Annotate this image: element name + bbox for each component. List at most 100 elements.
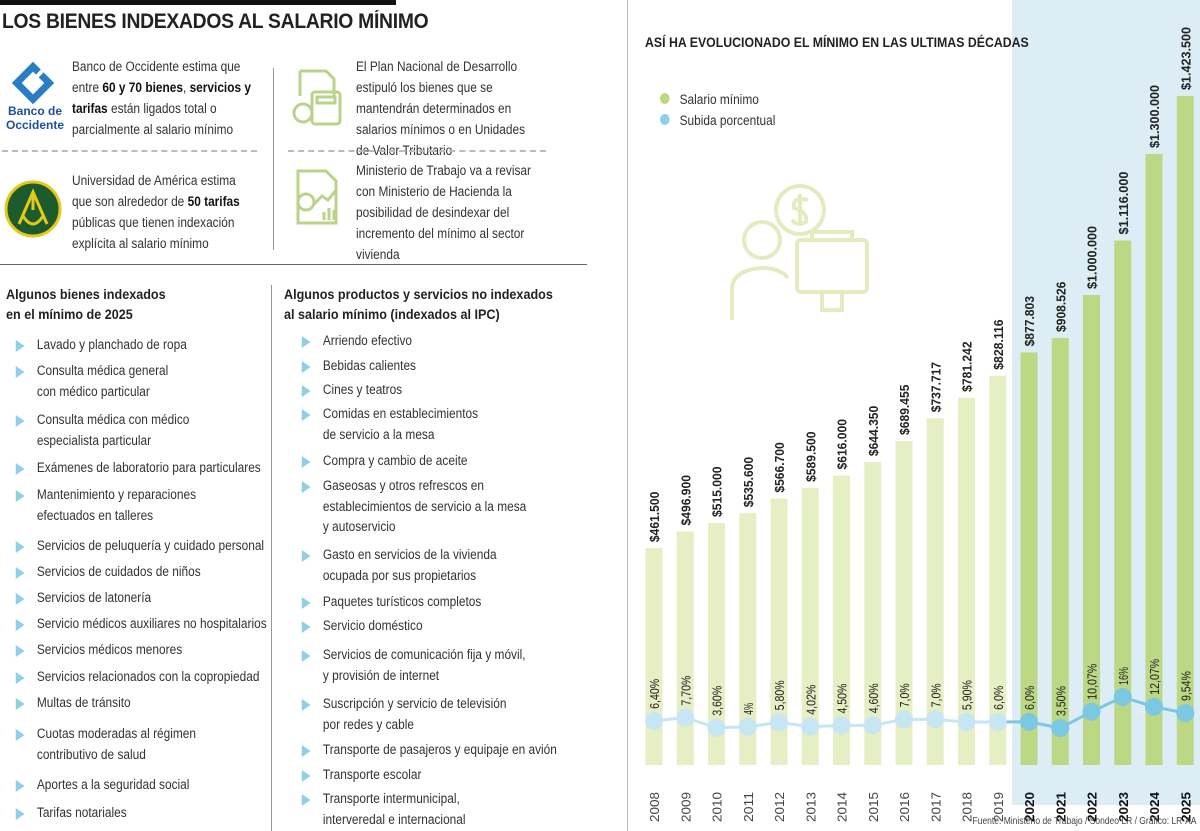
bar-2016	[895, 440, 913, 765]
list-item-text: de servicio a la mesa	[322, 426, 435, 442]
year-tick-label: 2016	[897, 792, 912, 822]
percent-label: 5,90%	[960, 680, 975, 710]
percent-point-2010	[707, 718, 726, 737]
bar-2011	[739, 513, 757, 765]
percent-point-2016	[895, 710, 913, 729]
list-item-text: Consulta médica general	[36, 363, 169, 378]
list-item-text: interveredal e internacional	[322, 811, 466, 827]
percent-label: 6,0%	[1022, 685, 1037, 709]
list-item: Servicios relacionados con la copropieda…	[14, 667, 259, 688]
legend-swatch-salario	[660, 93, 670, 104]
list-item: Servicios médicos menores	[14, 640, 182, 661]
list-item-text: Multas de tránsito	[36, 695, 131, 710]
year-tick-label: 2010	[710, 792, 725, 822]
page-title: LOS BIENES INDEXADOS AL SALARIO MÍNIMO	[2, 10, 429, 33]
list-item: Servicio médicos auxiliares no hospitala…	[14, 614, 267, 635]
bar-2012	[770, 498, 788, 765]
percent-label: 4,02%	[803, 684, 818, 714]
list-item-text: Exámenes de laboratorio para particulare…	[36, 460, 261, 475]
list-item-text: Lavado y planchado de ropa	[36, 337, 187, 352]
note-banco-occidente: Banco de Occidente estima que entre 60 y…	[72, 59, 252, 137]
list-item: Servicio doméstico	[300, 616, 423, 637]
list-item-text: Servicio médicos auxiliares no hospitala…	[36, 616, 267, 631]
year-tick-label: 2015	[866, 792, 881, 822]
banco-occidente-logo-text: Banco de Occidente	[5, 104, 65, 132]
column-divider	[273, 68, 274, 250]
list-item-text: Arriendo efectivo	[322, 333, 413, 348]
bar-2022	[1083, 295, 1100, 765]
percent-label: 3,50%	[1053, 686, 1068, 716]
list-item-text: con médico particular	[36, 383, 150, 399]
bar-value-label: $737.717	[928, 362, 943, 412]
bar-value-label: $689.455	[897, 385, 912, 435]
year-tick-label: 2019	[991, 792, 1006, 822]
year-tick-label: 2024	[1147, 791, 1162, 822]
list-item: Cuotas moderadas al régimen contributivo …	[14, 724, 196, 765]
percent-point-2020	[1020, 712, 1038, 731]
list-item: Cines y teatros	[300, 380, 402, 401]
percent-point-2022	[1082, 702, 1101, 721]
bar-value-label: $1.300.000	[1147, 85, 1162, 148]
universidad-america-logo-icon	[4, 180, 62, 238]
percent-point-2014	[832, 716, 851, 735]
legend-subida: Subida porcentual	[660, 113, 775, 128]
list-item-text: Consulta médica con médico	[36, 412, 190, 427]
list-item: Transporte de pasajeros y equipaje en av…	[300, 740, 557, 761]
bar-2008	[645, 548, 663, 765]
list-item-text: establecimientos de servicio a la mesa	[322, 498, 527, 514]
note-universidad-america: Universidad de América estima que son al…	[72, 173, 240, 251]
bar-2021	[1051, 337, 1069, 765]
list-item-text: Servicios médicos menores	[36, 642, 183, 657]
list-item-text: Servicios de latonería	[36, 590, 152, 605]
percent-point-2018	[957, 713, 976, 732]
chart-source: Fuente: Ministerio de Trabajo / Sondeo L…	[972, 816, 1196, 827]
bar-value-label: $496.900	[678, 475, 693, 525]
list-item-text: y autoservicio	[322, 519, 396, 534]
percent-label: 12,07%	[1147, 658, 1162, 694]
percent-label: 6,40%	[647, 678, 662, 708]
list-item: Aportes a la seguridad social	[14, 775, 189, 796]
year-tick-label: 2020	[1022, 792, 1037, 822]
list-item-text: Transporte escolar	[322, 767, 422, 782]
list-item-text: Mantenimiento y reparaciones	[36, 487, 197, 502]
percent-point-2008	[645, 711, 663, 730]
indexed-heading: Algunos bienes indexados en el mínimo de …	[6, 286, 166, 322]
list-item: Consulta médica general con médico partic…	[14, 361, 168, 402]
percent-label: 5,80%	[772, 680, 787, 710]
year-tick-label: 2011	[741, 792, 756, 822]
banco-occidente-logo-icon	[11, 61, 55, 105]
bar-2010	[708, 522, 725, 765]
percent-point-2015	[863, 716, 882, 735]
list-item-text: Compra y cambio de aceite	[322, 453, 468, 468]
list-item-text: Servicios relacionados con la copropieda…	[36, 669, 260, 684]
list-item: Suscripción y servicio de televisión por …	[300, 694, 506, 735]
list-item-text: Cines y teatros	[322, 382, 403, 397]
dashed-divider	[2, 150, 257, 152]
bar-2020	[1020, 352, 1038, 765]
year-tick-label: 2012	[772, 792, 787, 822]
list-item: Servicios de peluquería y cuidado person…	[14, 536, 264, 557]
percent-point-2012	[770, 713, 788, 732]
list-item: Bebidas calientes	[300, 356, 416, 377]
percent-point-2024	[1145, 697, 1163, 716]
list-item-text: especialista particular	[36, 432, 152, 448]
dashed-divider	[288, 150, 546, 152]
bar-value-label: $877.803	[1022, 296, 1037, 346]
bar-value-label: $1.000.000	[1085, 226, 1100, 289]
list-item-text: ocupada por sus propietarios	[322, 567, 477, 583]
list-item-text: por redes y cable	[322, 716, 415, 732]
bar-2019	[989, 375, 1007, 765]
list-item-text: Aportes a la seguridad social	[36, 777, 190, 792]
bar-value-label: $589.500	[803, 432, 818, 482]
note-ministerio-trabajo: Ministerio de Trabajo va a revisar con M…	[356, 163, 531, 262]
list-item: Consulta médica con médico especialista p…	[14, 410, 189, 451]
list-item: Gaseosas y otros refrescos en establecimi…	[300, 476, 526, 538]
list-item-text: Bebidas calientes	[322, 358, 417, 373]
list-item-text: Servicios de cuidados de niños	[36, 564, 201, 579]
list-item: Paquetes turísticos completos	[300, 592, 481, 613]
list-item-text: Suscripción y servicio de televisión	[322, 696, 507, 711]
list-item: Mantenimiento y reparaciones efectuados e…	[14, 485, 196, 526]
section-divider	[0, 264, 587, 265]
year-tick-label: 2018	[960, 792, 975, 822]
